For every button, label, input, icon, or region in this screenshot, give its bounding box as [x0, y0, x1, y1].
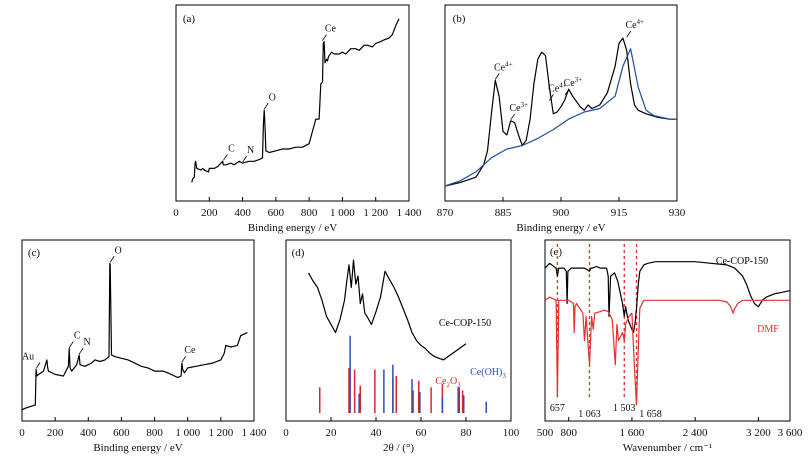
- panel-label: (d): [292, 247, 305, 259]
- panel-c-xps-survey: (c) 0 200 400 600 800 1 000 1 200 1 400 Binding e…: [19, 239, 267, 454]
- x-tick-label: 800: [146, 427, 163, 439]
- panel-a-xps-survey: (a) 0 200 400 600 800 1 000 1 200 1 400 Binding e…: [173, 4, 422, 234]
- x-tick-label: 800: [560, 427, 577, 439]
- x-tick-label: 400: [80, 427, 97, 439]
- peak-annotation: C: [74, 331, 81, 342]
- x-axis-label: Binding energy / eV: [248, 222, 337, 234]
- panel-b-ce3d-spectrum: (b) 870 885 900 915 930 Binding energy / eV Ce4…: [437, 4, 686, 234]
- plot-frame: [21, 239, 255, 422]
- peak-annotation: Ce: [325, 24, 337, 35]
- peak-wavenumber-label: 1 658: [639, 409, 662, 420]
- x-tick-label: 1 200: [363, 207, 388, 219]
- annotation-arrow: [35, 362, 41, 369]
- x-tick-label: 0: [19, 427, 25, 439]
- annotation-arrow: [549, 94, 554, 101]
- annotation-arrow: [109, 256, 115, 263]
- peak-annotation: Ce3+: [564, 76, 583, 89]
- x-axis-label: Binding energy / eV: [516, 222, 605, 234]
- x-axis-label: 2θ / (°): [383, 442, 414, 454]
- x-tick-label: 60: [416, 427, 428, 439]
- annotation-arrow: [78, 347, 84, 355]
- x-tick-label: 200: [201, 207, 218, 219]
- series-line: [307, 259, 467, 361]
- peak-annotation: Ce: [184, 345, 196, 356]
- panel-e-ftir-spectrum: (e) 500 800 1 600 2 400 3 200 3 600 Wavenumber …: [537, 239, 803, 454]
- series-line: [21, 262, 248, 411]
- x-tick-label: 3 600: [778, 427, 803, 439]
- x-tick-label: 400: [234, 207, 251, 219]
- x-tick-label: 1 200: [208, 427, 233, 439]
- x-tick-label: 1 400: [397, 207, 422, 219]
- peak-wavenumber-label: 657: [550, 403, 565, 414]
- series-line: [191, 18, 400, 183]
- peak-annotation: Ce4+: [494, 60, 513, 73]
- series-label: DMF: [757, 324, 779, 335]
- x-tick-label: 1 000: [175, 427, 200, 439]
- x-tick-label: 1 000: [330, 207, 355, 219]
- x-tick-label: 930: [669, 207, 686, 219]
- x-tick-label: 1 400: [242, 427, 267, 439]
- annotation-arrow: [510, 113, 516, 121]
- x-tick-label: 20: [326, 427, 338, 439]
- x-tick-label: 870: [437, 207, 454, 219]
- panel-label: (b): [453, 13, 466, 25]
- peak-wavenumber-label: 1 063: [578, 409, 601, 420]
- annotation-arrow: [322, 34, 327, 41]
- annotation-arrow: [626, 30, 632, 38]
- x-tick-label: 600: [268, 207, 285, 219]
- annotation-arrow: [564, 88, 570, 96]
- peak-annotation: Ce4+: [625, 18, 644, 31]
- x-tick-label: 885: [495, 207, 512, 219]
- panel-d-xrd-pattern: (d) 0 20 40 60 80 100 2θ / (°) Ce-COP-150 Ce2O3 Ce…: [283, 239, 520, 454]
- peak-annotation: Ce3+: [509, 101, 528, 114]
- series-label: Ce2O3: [435, 376, 461, 389]
- x-tick-label: 0: [283, 427, 289, 439]
- x-tick-label: 500: [537, 427, 554, 439]
- peak-annotation: Au: [22, 352, 34, 363]
- plot-frame: [544, 239, 791, 422]
- x-tick-label: 200: [47, 427, 64, 439]
- series-label: Ce(OH)3: [470, 367, 506, 380]
- annotation-arrow: [494, 73, 500, 80]
- annotation-arrow: [68, 341, 74, 348]
- x-tick-label: 900: [553, 207, 570, 219]
- x-axis-label: Binding energy / eV: [93, 442, 182, 454]
- annotation-arrow: [242, 155, 247, 163]
- plot-frame: [285, 239, 512, 422]
- x-tick-label: 100: [503, 427, 520, 439]
- x-tick-label: 915: [611, 207, 628, 219]
- series-line: [444, 37, 677, 187]
- series-label: Ce-COP-150: [439, 318, 491, 329]
- peak-wavenumber-label: 1 503: [613, 403, 636, 414]
- x-tick-label: 600: [113, 427, 130, 439]
- x-tick-label: 0: [173, 207, 179, 219]
- peak-annotation: N: [84, 337, 91, 348]
- series-line: [444, 48, 677, 187]
- x-axis-label: Wavenumber / cm⁻¹: [623, 442, 712, 454]
- annotation-arrow: [181, 355, 187, 363]
- peak-annotation: O: [115, 245, 122, 256]
- x-tick-label: 80: [461, 427, 473, 439]
- series-line: [544, 296, 790, 406]
- x-tick-label: 2 400: [683, 427, 708, 439]
- panel-label: (c): [28, 247, 41, 259]
- x-tick-label: 40: [371, 427, 383, 439]
- panel-label: (e): [550, 246, 563, 258]
- x-tick-label: 800: [301, 207, 318, 219]
- series-label: Ce-COP-150: [716, 256, 768, 267]
- annotation-arrow: [223, 154, 228, 161]
- x-tick-label: 3 200: [746, 427, 771, 439]
- series-line: [544, 261, 791, 334]
- plot-frame: [175, 4, 410, 202]
- peak-annotation: N: [247, 145, 254, 156]
- panel-label: (a): [183, 13, 196, 25]
- peak-annotation: C: [228, 143, 235, 154]
- x-tick-label: 1 600: [620, 427, 645, 439]
- annotation-arrow: [263, 103, 269, 110]
- peak-annotation: O: [269, 92, 276, 103]
